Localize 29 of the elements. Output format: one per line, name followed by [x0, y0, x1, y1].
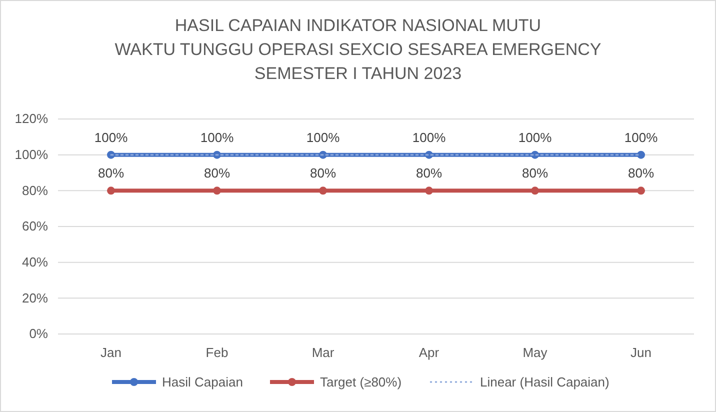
legend-label: Linear (Hasil Capaian)	[480, 374, 610, 390]
data-label: 100%	[94, 130, 128, 145]
data-label: 100%	[200, 130, 234, 145]
y-tick-label: 100%	[14, 146, 48, 162]
data-label: 80%	[98, 166, 124, 181]
y-tick-label: 40%	[22, 254, 48, 270]
data-label: 80%	[628, 166, 654, 181]
y-tick-label: 80%	[22, 182, 48, 198]
y-tick-label: 120%	[14, 111, 48, 126]
chart-title: HASIL CAPAIAN INDIKATOR NASIONAL MUTU WAKTU TUNGGU OPERASI SEXCIO SESAREA EMERGENCY SEMESTER I TAHUN 2023	[114, 16, 602, 83]
legend-label: Hasil Capaian	[162, 374, 243, 390]
x-tick-label: May	[522, 345, 548, 360]
data-label: 80%	[310, 166, 336, 181]
data-label: 80%	[522, 166, 548, 181]
legend-label: Target (≥80%)	[320, 374, 402, 390]
data-label: 100%	[624, 130, 658, 145]
y-tick-label: 20%	[22, 290, 48, 306]
x-tick-label: Mar	[312, 345, 335, 360]
data-label: 100%	[518, 130, 552, 145]
y-tick-label: 0%	[29, 326, 48, 342]
x-tick-label: Jan	[100, 345, 122, 360]
y-tick-label: 60%	[22, 218, 48, 234]
x-tick-label: Apr	[418, 345, 440, 360]
data-label: 100%	[412, 130, 446, 145]
data-label: 100%	[306, 130, 340, 145]
x-tick-label: Feb	[206, 345, 228, 360]
data-label: 80%	[416, 166, 442, 181]
data-label: 80%	[204, 166, 230, 181]
x-tick-label: Jun	[630, 345, 652, 360]
